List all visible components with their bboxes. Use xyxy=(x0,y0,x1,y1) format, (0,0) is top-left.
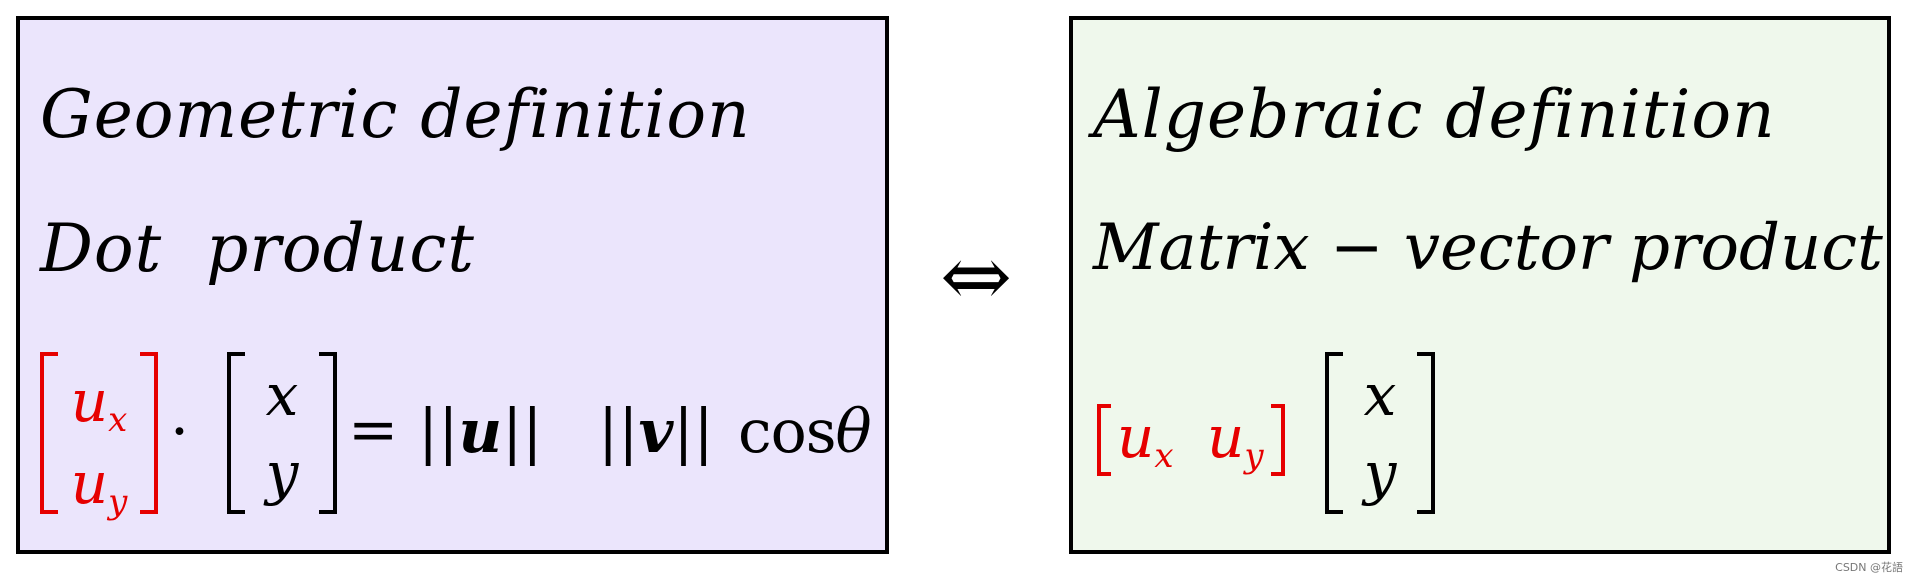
xy-vector-right-bracket xyxy=(319,352,337,514)
u-vector-entry-bottom-subscript: y xyxy=(108,482,128,523)
vector-v-symbol: v xyxy=(638,397,674,467)
u-row-entry-first-subscript: x xyxy=(1154,436,1174,477)
algebraic-definition-title: Algebraic definition xyxy=(1093,76,1776,153)
xy-vector-entry-bottom: y xyxy=(265,439,299,507)
equals-sign: = xyxy=(348,395,399,465)
u-row-vector-matrix: ux uy xyxy=(1097,404,1285,476)
xy-vector-matrix: x y xyxy=(227,352,337,514)
matrix-vector-product-subtitle: Matrix − vector product xyxy=(1093,211,1883,285)
norm-v-close-bars: || xyxy=(673,397,714,467)
u-row-entry-first: ux xyxy=(1117,403,1174,477)
geometric-definition-panel: Geometric definition Dot product ux uy ·… xyxy=(16,16,889,554)
norm-u-expression: ||u|| xyxy=(418,402,543,462)
dot-product-subtitle: Dot product xyxy=(40,210,475,287)
norm-v-expression: ||v|| xyxy=(598,402,714,462)
u-row-left-bracket xyxy=(1097,404,1111,476)
xy-vector-entry-top: x xyxy=(265,361,299,429)
xy-column-left-bracket xyxy=(1325,352,1343,514)
u-vector-entry-bottom: uy xyxy=(70,449,128,523)
xy-vector-left-bracket xyxy=(227,352,245,514)
cos-function: cos xyxy=(738,397,837,467)
xy-column-entry-bottom: y xyxy=(1363,439,1397,507)
vector-u-symbol: u xyxy=(458,397,503,467)
watermark: CSDN @花語 xyxy=(1835,561,1903,574)
norm-u-close-bars: || xyxy=(502,397,543,467)
u-vector-right-bracket xyxy=(140,352,158,514)
u-vector-entry-top: ux xyxy=(70,367,128,441)
algebraic-definition-panel: Algebraic definition Matrix − vector pro… xyxy=(1069,16,1891,554)
cosine-expression: cosθ xyxy=(738,402,872,462)
u-vector-left-bracket xyxy=(40,352,58,514)
equivalence-arrow-icon: ⇔ xyxy=(940,227,1013,327)
u-vector-matrix: ux uy xyxy=(40,352,158,519)
xy-column-entry-top: x xyxy=(1363,361,1397,429)
xy-column-right-bracket xyxy=(1417,352,1435,514)
u-row-right-bracket xyxy=(1271,404,1285,476)
theta-symbol: θ xyxy=(835,397,872,467)
geometric-definition-title: Geometric definition xyxy=(40,76,751,153)
u-vector-entry-top-subscript: x xyxy=(108,400,128,441)
dot-operator: · xyxy=(170,397,190,467)
norm-v-open-bars: || xyxy=(598,397,639,467)
xy-column-vector-matrix: x y xyxy=(1325,352,1435,514)
u-row-entry-second: uy xyxy=(1207,403,1264,477)
u-row-entry-second-subscript: y xyxy=(1244,436,1264,477)
norm-u-open-bars: || xyxy=(418,397,459,467)
